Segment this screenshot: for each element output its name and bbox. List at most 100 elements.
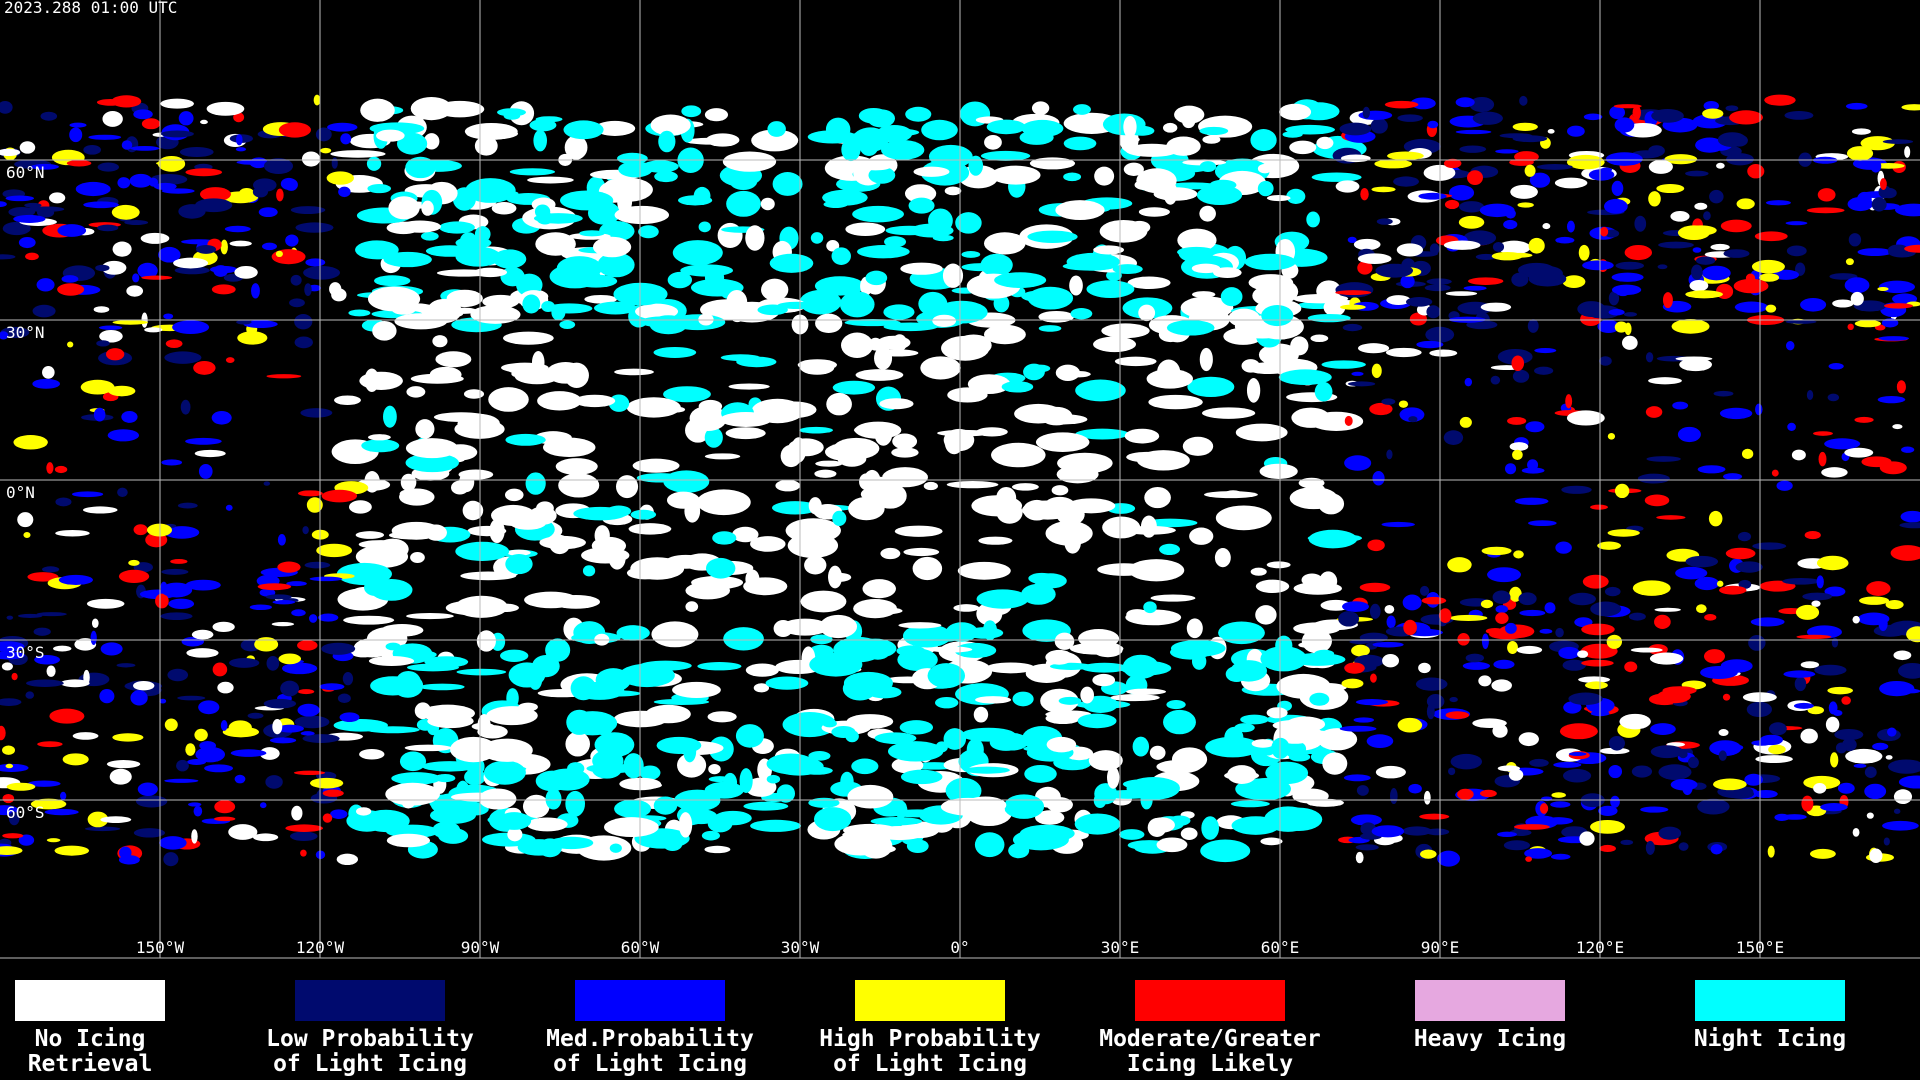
cloud bbox=[685, 601, 699, 612]
cloud bbox=[1864, 783, 1887, 800]
cloud bbox=[595, 668, 631, 692]
cloud bbox=[419, 683, 465, 691]
cloud bbox=[88, 134, 122, 140]
cloud bbox=[1376, 218, 1393, 225]
cloud bbox=[1830, 752, 1839, 768]
cloud bbox=[739, 768, 753, 794]
cloud bbox=[1021, 119, 1064, 138]
cloud bbox=[133, 109, 153, 120]
cloud bbox=[514, 367, 560, 385]
cloud bbox=[1691, 264, 1703, 280]
cloud bbox=[229, 240, 252, 247]
cloud bbox=[704, 108, 729, 122]
cloud bbox=[176, 759, 189, 772]
cloud bbox=[1600, 167, 1613, 172]
cloud bbox=[639, 765, 661, 780]
cloud bbox=[1534, 348, 1557, 354]
cloud bbox=[271, 621, 295, 627]
cloud bbox=[955, 212, 982, 234]
cloud bbox=[277, 561, 301, 573]
cloud bbox=[1088, 750, 1123, 771]
cloud bbox=[285, 824, 323, 832]
cloud bbox=[1166, 700, 1186, 710]
cloud bbox=[236, 134, 243, 146]
cloud bbox=[1146, 368, 1193, 389]
cloud bbox=[1553, 761, 1582, 768]
cloud bbox=[483, 760, 526, 785]
cloud bbox=[1491, 251, 1523, 261]
cloud bbox=[1288, 752, 1311, 762]
cloud bbox=[257, 583, 292, 591]
cloud bbox=[160, 98, 194, 109]
cloud bbox=[1235, 423, 1288, 442]
cloud bbox=[249, 604, 272, 611]
cloud bbox=[1605, 152, 1643, 166]
cloud bbox=[278, 122, 311, 138]
cloud bbox=[1012, 691, 1034, 707]
cloud bbox=[861, 844, 896, 854]
cloud bbox=[654, 170, 678, 183]
cloud bbox=[1055, 200, 1105, 221]
cloud bbox=[188, 802, 202, 807]
cloud bbox=[1869, 848, 1883, 863]
cloud bbox=[1250, 567, 1267, 576]
cloud bbox=[623, 753, 644, 779]
cloud bbox=[1554, 177, 1588, 189]
cloud bbox=[1631, 765, 1653, 778]
cloud bbox=[937, 429, 991, 437]
cloud bbox=[229, 657, 260, 668]
cloud bbox=[704, 453, 741, 460]
cloud bbox=[1512, 122, 1538, 131]
cloud bbox=[505, 553, 533, 575]
cloud bbox=[1504, 463, 1517, 475]
cloud bbox=[1611, 284, 1642, 296]
cloud bbox=[462, 500, 484, 521]
cloud bbox=[723, 627, 764, 651]
cloud bbox=[689, 405, 727, 431]
cloud bbox=[1492, 590, 1511, 604]
cloud bbox=[167, 668, 189, 682]
cloud bbox=[1449, 697, 1458, 703]
cloud bbox=[1782, 814, 1807, 820]
cloud bbox=[701, 830, 720, 841]
cloud bbox=[1119, 829, 1145, 840]
cloud bbox=[1713, 390, 1734, 397]
cloud bbox=[606, 505, 632, 517]
cloud bbox=[1787, 422, 1796, 431]
cloud bbox=[1384, 100, 1419, 109]
cloud bbox=[398, 220, 441, 233]
cloud bbox=[720, 354, 761, 362]
cloud bbox=[815, 460, 843, 467]
cloud bbox=[874, 346, 893, 370]
cloud bbox=[61, 275, 79, 283]
cloud bbox=[67, 341, 74, 348]
legend-swatch bbox=[1135, 980, 1285, 1021]
cloud bbox=[1752, 542, 1787, 550]
latitude-label: 30°N bbox=[6, 323, 45, 342]
cloud bbox=[1420, 849, 1437, 859]
cloud bbox=[334, 395, 361, 405]
cloud bbox=[1080, 686, 1094, 704]
cloud bbox=[100, 816, 132, 824]
cloud bbox=[1630, 647, 1663, 653]
cloud bbox=[1342, 323, 1363, 332]
cloud bbox=[1754, 231, 1788, 242]
cloud bbox=[1821, 467, 1848, 478]
cloud bbox=[1614, 117, 1635, 133]
cloud bbox=[435, 351, 472, 368]
cloud bbox=[591, 536, 627, 555]
cloud bbox=[178, 111, 194, 126]
cloud bbox=[276, 724, 304, 733]
cloud bbox=[1744, 773, 1763, 786]
cloud bbox=[1784, 111, 1814, 120]
cloud bbox=[1402, 594, 1422, 611]
cloud bbox=[851, 758, 879, 775]
cloud bbox=[1806, 389, 1814, 400]
cloud bbox=[0, 651, 25, 660]
cloud bbox=[980, 150, 1031, 161]
cloud bbox=[235, 147, 247, 152]
cloud bbox=[808, 497, 822, 515]
cloud bbox=[109, 768, 132, 785]
cloud bbox=[71, 491, 104, 498]
